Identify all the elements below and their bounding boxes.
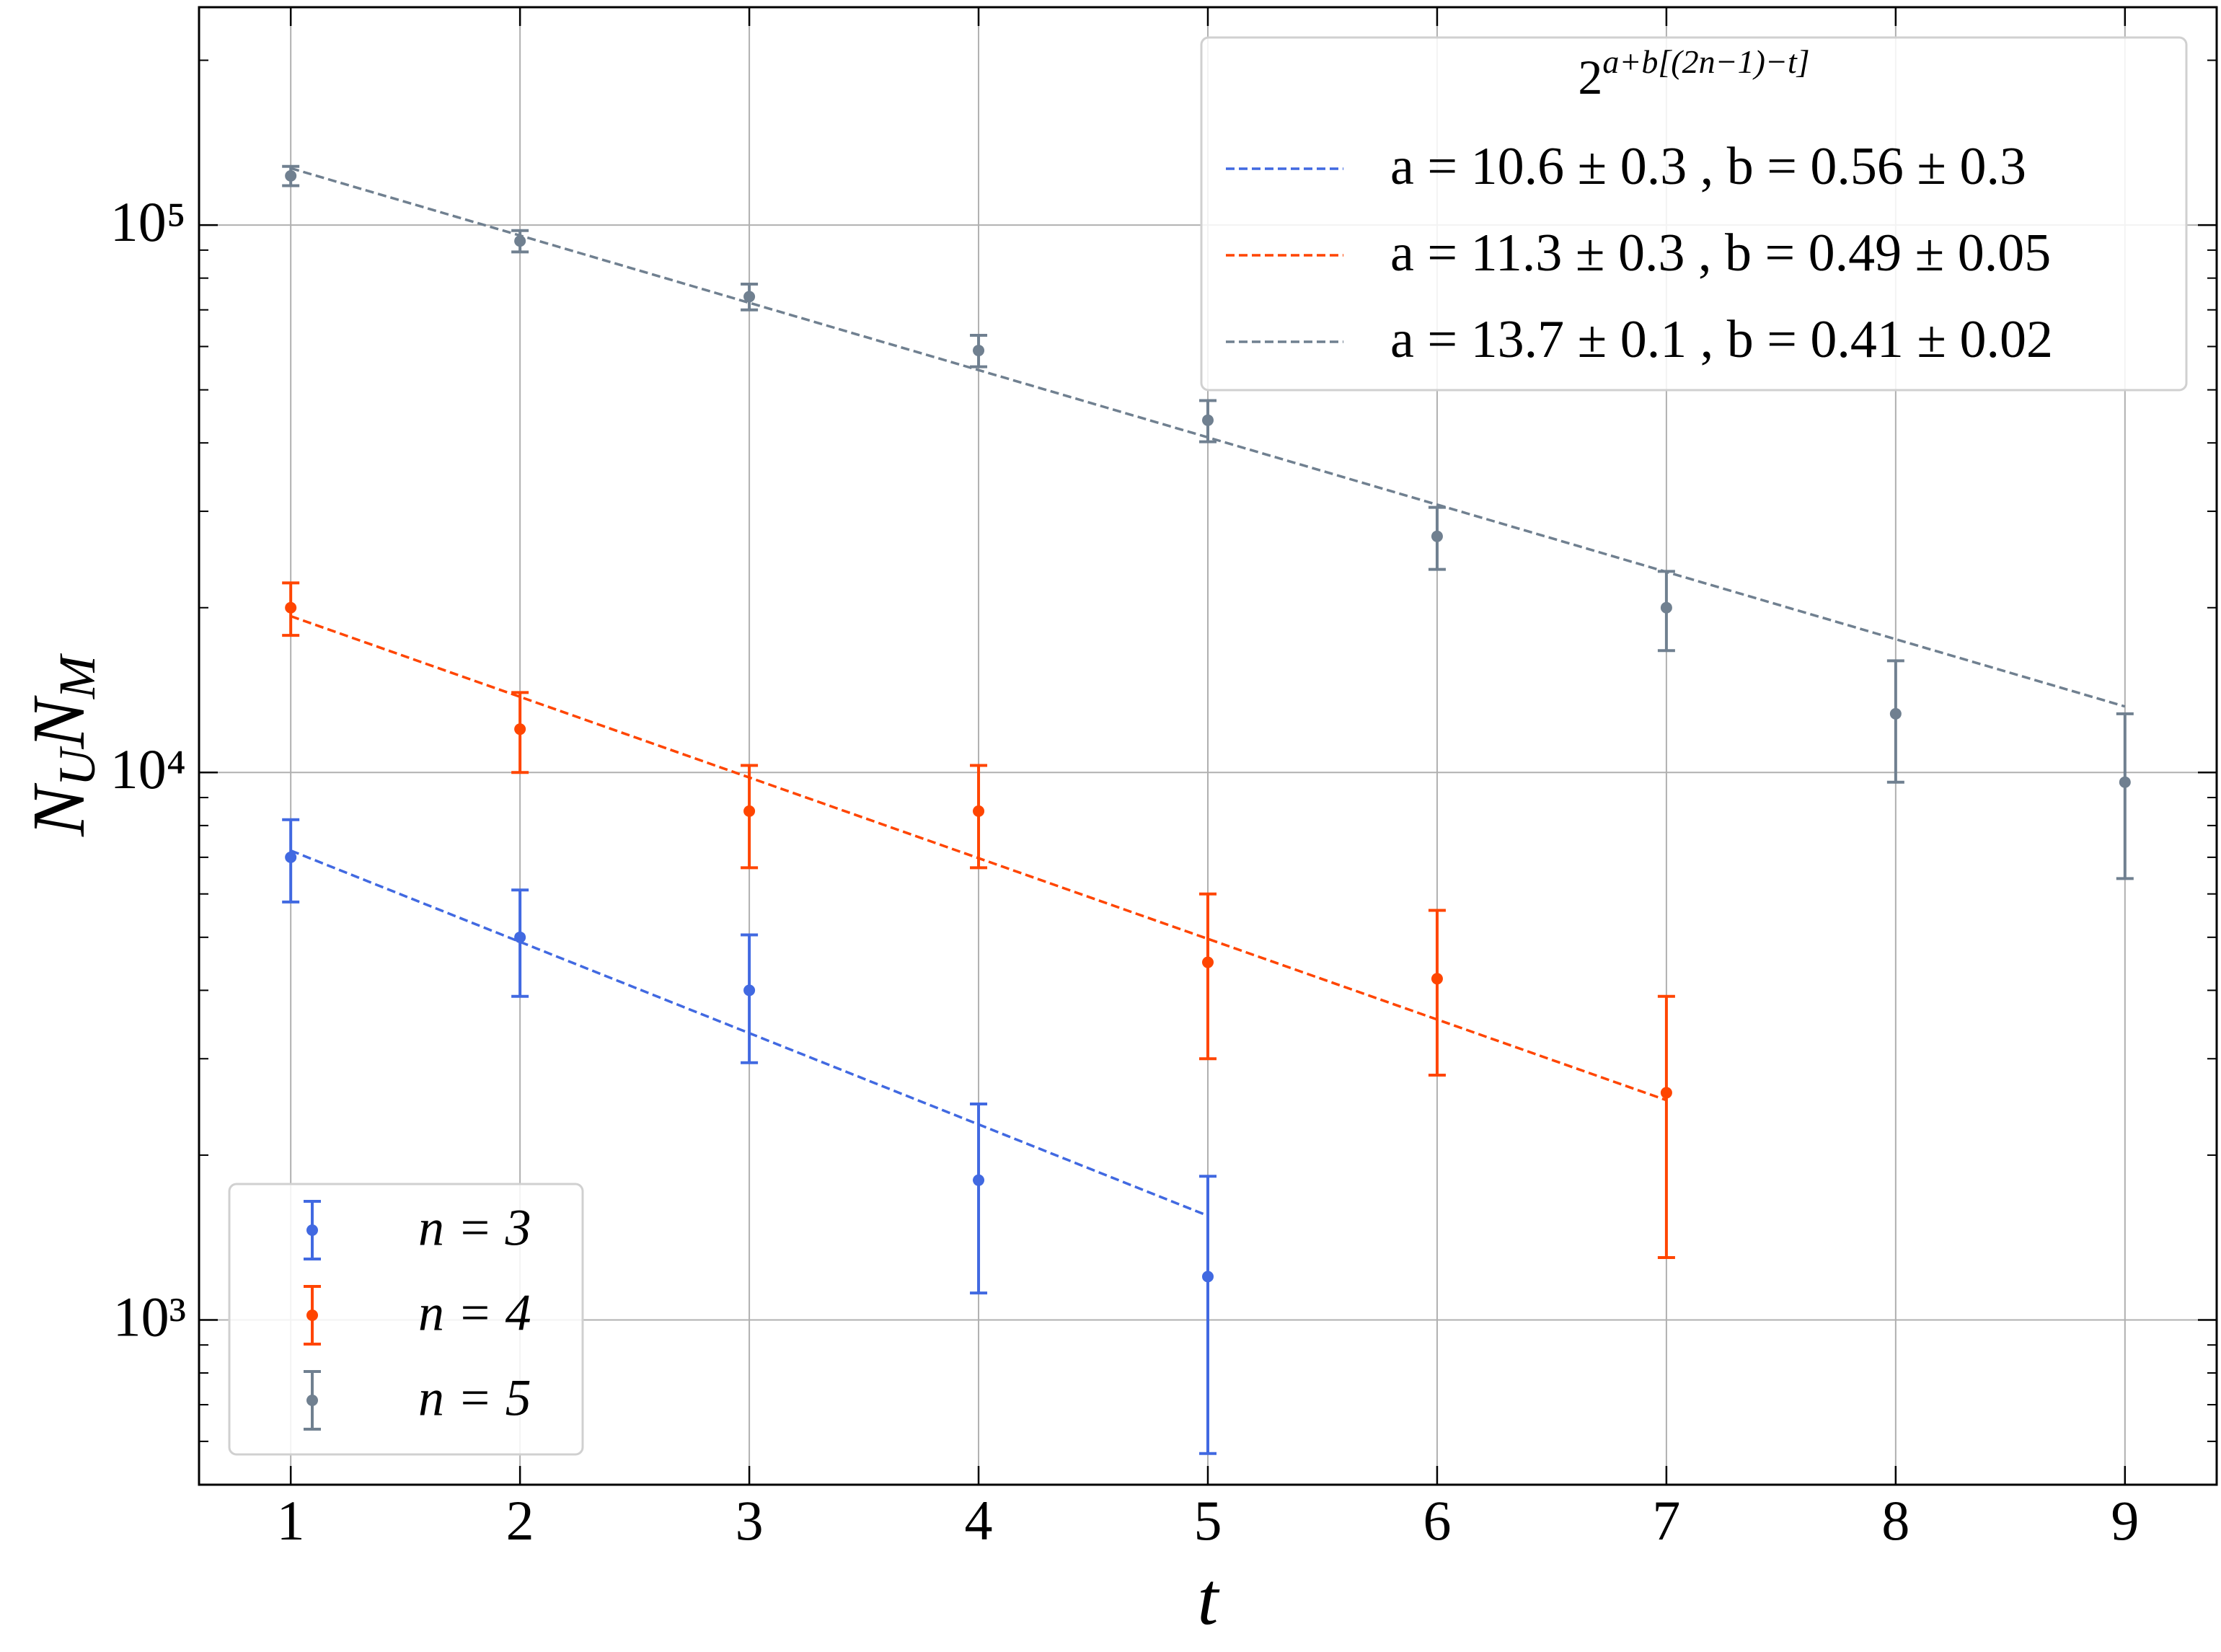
data-point [1889, 707, 1902, 720]
data-point [514, 235, 526, 247]
x-tick-label: 8 [1881, 1489, 1909, 1552]
data-point [285, 169, 297, 182]
data-point [1202, 1271, 1214, 1283]
data-point [973, 805, 985, 817]
data-point [743, 984, 756, 997]
data-point [1660, 601, 1672, 614]
data-point [1660, 1087, 1672, 1099]
legend-title-base: 2 [1578, 50, 1602, 105]
data-point [743, 805, 756, 817]
legend-label: a = 13.7 ± 0.1 , b = 0.41 ± 0.02 [1390, 310, 2053, 369]
data-point [1431, 973, 1443, 985]
x-tick-label: 1 [277, 1489, 305, 1552]
x-tick-label: 7 [1652, 1489, 1680, 1552]
legend-box [1200, 36, 2188, 392]
y-tick-label: 10³ [113, 1285, 186, 1348]
y-axis-label: NUNM [17, 653, 106, 837]
legend-marker [306, 1309, 318, 1321]
x-tick-label: 5 [1194, 1489, 1222, 1552]
y-axis-label-part: N [17, 694, 100, 749]
data-point [514, 723, 526, 736]
legend-title: 2a+b[(2n−1)−t] [1578, 43, 1809, 105]
data-point [973, 345, 985, 357]
legend-marker [306, 1224, 318, 1236]
legend-label: n = 5 [418, 1369, 531, 1427]
y-axis-label-part: U [48, 746, 106, 786]
x-tick-label: 6 [1423, 1489, 1451, 1552]
legend-label: a = 11.3 ± 0.3 , b = 0.49 ± 0.05 [1390, 224, 2051, 283]
data-point [285, 851, 297, 863]
x-tick-label: 2 [506, 1489, 534, 1552]
data-point [2119, 776, 2131, 788]
legend-title-exponent: a+b[(2n−1)−t] [1602, 43, 1809, 80]
data-point [514, 931, 526, 943]
plot-frame [198, 6, 2218, 1486]
legend-label: n = 3 [418, 1199, 531, 1257]
x-tick-label: 9 [2111, 1489, 2139, 1552]
y-axis-label-part: N [17, 782, 100, 837]
x-tick-label: 3 [736, 1489, 764, 1552]
legend-label: n = 4 [418, 1284, 531, 1342]
data-point [1202, 414, 1214, 426]
data-point [973, 1174, 985, 1186]
y-tick-label: 10⁴ [110, 738, 186, 800]
data-point [1431, 530, 1443, 542]
x-tick-label: 4 [965, 1489, 993, 1552]
data-point [1202, 956, 1214, 968]
legend-marker [306, 1395, 318, 1406]
y-tick-label: 10⁵ [110, 190, 186, 253]
y-axis-label-part: M [48, 653, 106, 699]
legend-label: a = 10.6 ± 0.3 , b = 0.56 ± 0.3 [1390, 137, 2026, 196]
x-axis-label: t [1198, 1558, 1220, 1640]
data-point [285, 601, 297, 614]
legend-box [228, 1183, 584, 1456]
data-point [743, 291, 756, 303]
